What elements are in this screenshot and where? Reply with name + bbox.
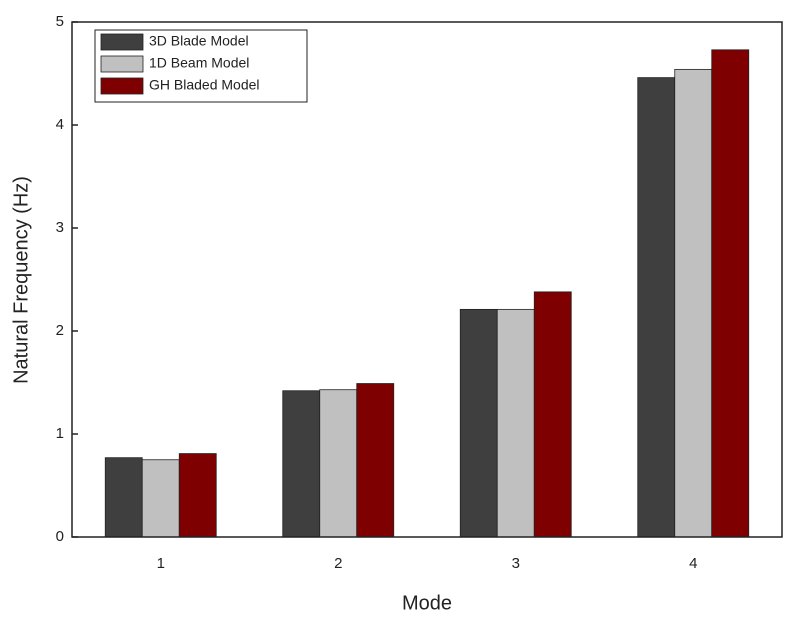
legend-swatch: [100, 77, 144, 95]
y-tick-label: 2: [56, 322, 64, 339]
legend-label: GH Bladed Model: [149, 77, 260, 93]
x-tick-label: 4: [689, 555, 697, 572]
y-tick-label: 5: [56, 13, 64, 30]
bar: [711, 49, 750, 538]
legend-swatch: [100, 33, 144, 51]
x-tick-label: 2: [334, 555, 342, 572]
bar: [356, 383, 395, 538]
x-tick-label: 1: [157, 555, 165, 572]
bar: [319, 389, 358, 538]
x-tick-label: 3: [512, 555, 520, 572]
x-axis-title: Mode: [402, 592, 452, 614]
bar: [282, 390, 321, 538]
legend-label: 1D Beam Model: [149, 55, 249, 71]
y-tick-label: 4: [56, 116, 64, 133]
bar: [496, 308, 535, 538]
bar: [178, 453, 217, 538]
legend-swatch: [100, 55, 144, 73]
y-tick-label: 1: [56, 425, 64, 442]
bar: [674, 68, 713, 538]
plot-frame: [71, 21, 783, 538]
legend-label: 3D Blade Model: [149, 33, 249, 49]
bar: [104, 457, 143, 538]
y-axis-title: Natural Frequency (Hz): [10, 176, 32, 384]
bar: [141, 459, 180, 538]
y-tick-label: 0: [56, 528, 64, 545]
bar: [533, 291, 572, 538]
bar: [637, 77, 676, 538]
y-tick-label: 3: [56, 219, 64, 236]
bar: [459, 308, 498, 538]
